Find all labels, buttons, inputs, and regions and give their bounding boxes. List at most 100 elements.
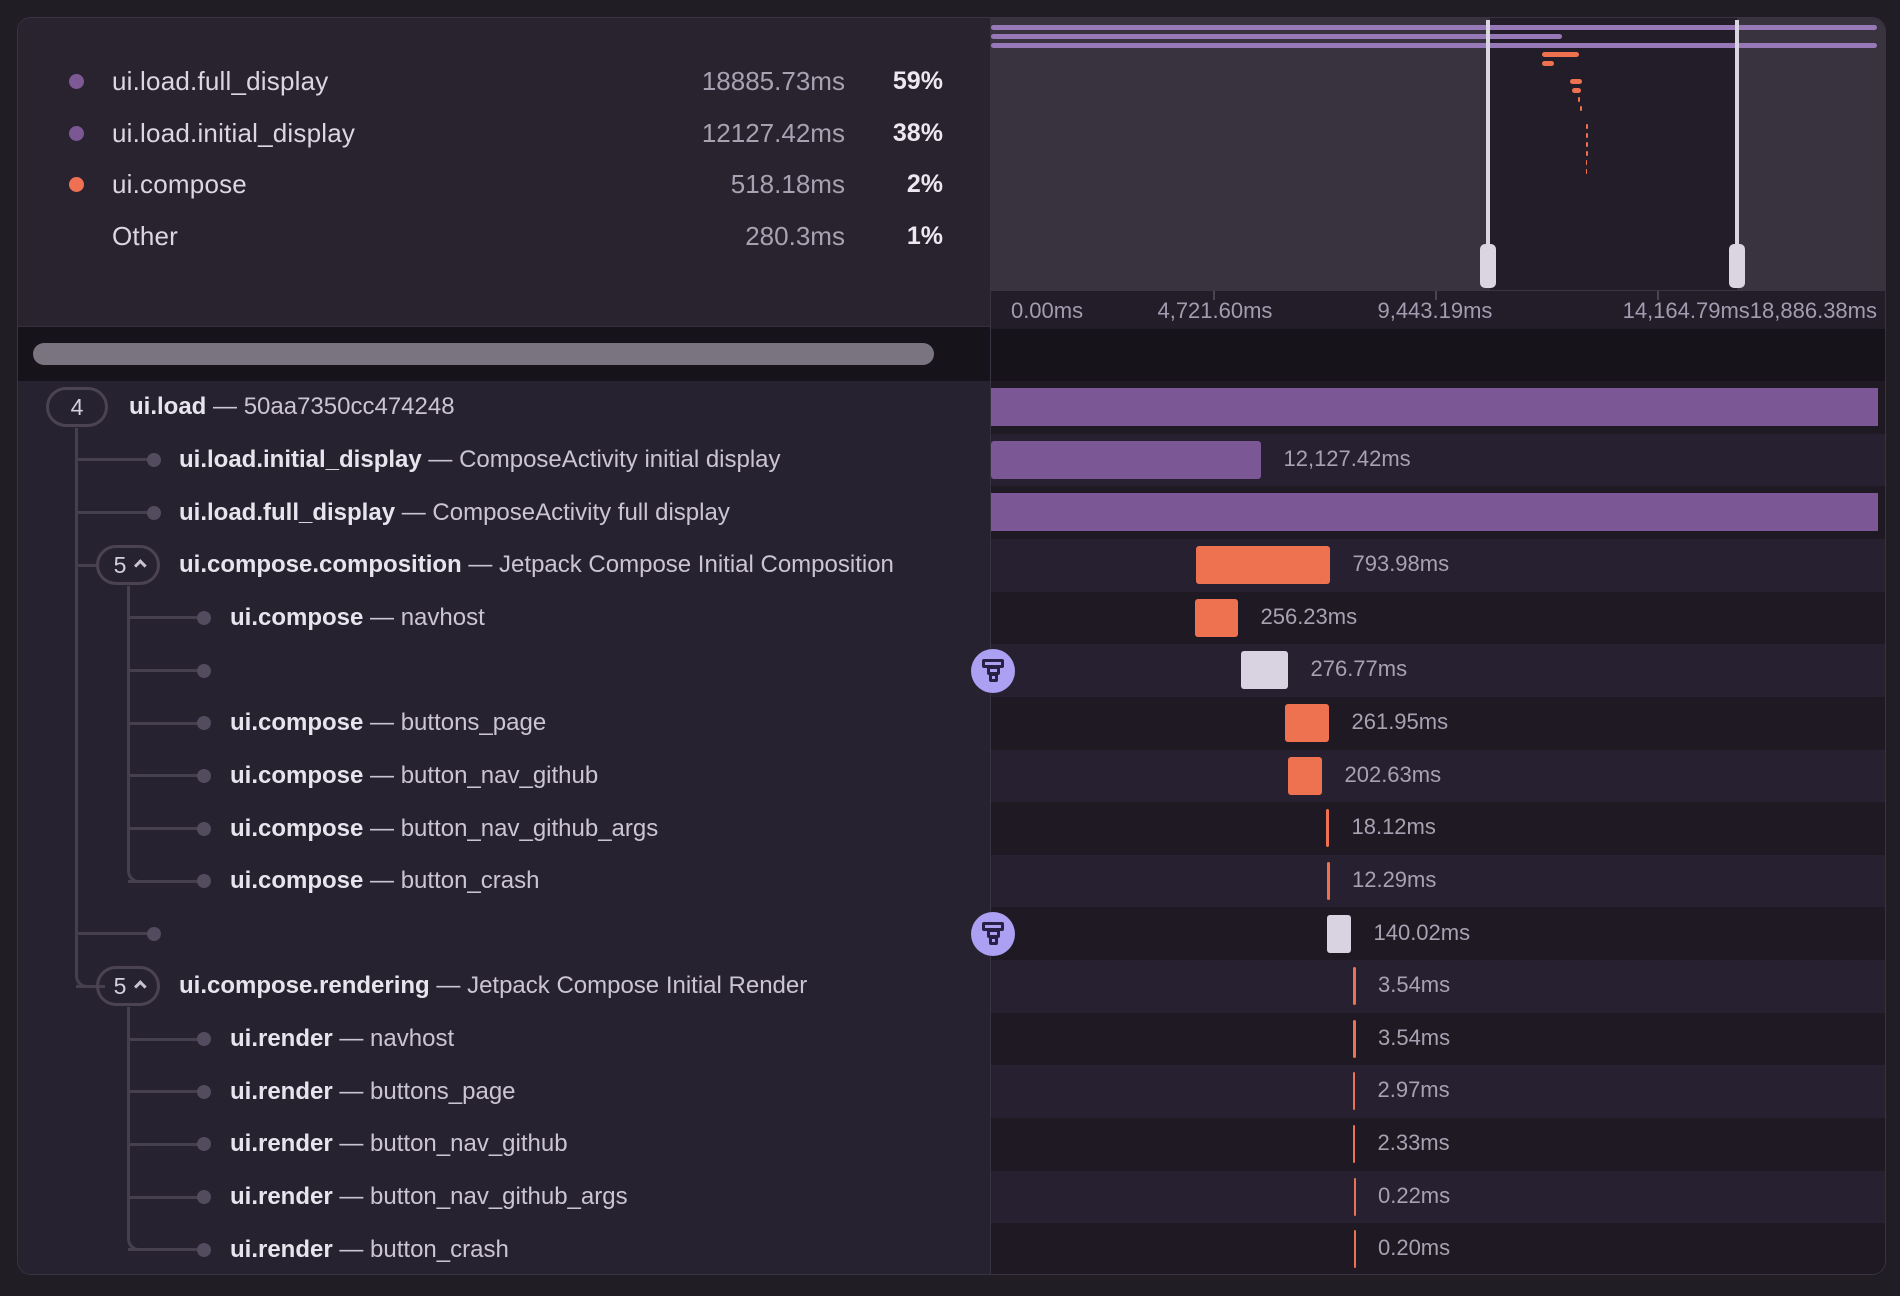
minimap-handle-line[interactable] <box>1734 20 1739 288</box>
tree-node-dot <box>197 1032 211 1047</box>
span-duration-bar[interactable] <box>991 493 1879 532</box>
tree-connector-tee <box>128 1248 198 1252</box>
span-row[interactable]: 18.12ms <box>991 802 1885 855</box>
span-tree-label[interactable]: ui.load.initial_display — ComposeActivit… <box>179 445 781 473</box>
legend-percent-value: 1% <box>906 221 943 250</box>
span-row[interactable]: 12.29ms <box>991 854 1885 908</box>
time-axis: 0.00ms 4,721.60ms 9,443.19ms 14,164.79ms 18,… <box>990 290 1885 329</box>
horizontal-scrollbar-track[interactable] <box>18 327 990 381</box>
span-duration-label: 793.98ms <box>1352 550 1450 576</box>
span-row[interactable]: 202.63ms <box>991 749 1885 803</box>
span-tree-label[interactable]: ui.compose — button_nav_github_args <box>230 814 659 842</box>
legend-item: ui.load.full_display 18885.73ms 59% <box>69 56 943 108</box>
span-duration-bar[interactable] <box>1353 1125 1356 1164</box>
span-description: button_nav_github <box>370 1130 568 1158</box>
span-row[interactable]: 0.20ms <box>991 1223 1885 1274</box>
span-duration-label: 12,127.42ms <box>1283 445 1411 471</box>
span-duration-bar[interactable] <box>991 388 1879 426</box>
minimap-span <box>1541 52 1579 57</box>
tree-node-dot <box>147 505 161 520</box>
minimap-handle-grip[interactable] <box>1728 244 1745 288</box>
span-tree-label[interactable]: ui.compose.rendering — Jetpack Compose I… <box>179 972 808 1000</box>
span-duration-label: 261.95ms <box>1351 708 1449 734</box>
profile-icon[interactable] <box>971 648 1015 693</box>
span-duration-bar[interactable] <box>1353 967 1356 1006</box>
span-row[interactable]: 793.98ms <box>991 538 1885 592</box>
minimap-span <box>1585 142 1588 147</box>
expand-count-pill[interactable]: 5 <box>96 966 160 1007</box>
expand-count-pill[interactable]: 4 <box>46 387 108 428</box>
op-color-dot <box>69 125 84 141</box>
tree-connector-tee <box>76 932 148 936</box>
minimap-span <box>1585 151 1588 156</box>
tree-connector-tee <box>128 1037 198 1041</box>
span-tree-label[interactable]: ui.render — buttons_page <box>230 1077 516 1105</box>
span-duration-bar[interactable] <box>1353 1019 1356 1058</box>
trace-minimap[interactable] <box>990 18 1885 290</box>
span-rows-area: 4 ui.load — 50aa7350cc474248 ui.load.initi… <box>18 381 1885 1274</box>
span-duration-bar[interactable] <box>991 440 1262 479</box>
horizontal-scrollbar-thumb[interactable] <box>33 343 934 365</box>
span-duration-bar[interactable] <box>1327 914 1352 953</box>
span-tree-label[interactable]: ui.compose — button_crash <box>230 867 540 895</box>
legend-percent-value: 2% <box>906 170 943 199</box>
span-row[interactable] <box>991 381 1885 434</box>
span-row[interactable]: 0.22ms <box>991 1170 1885 1224</box>
span-row[interactable]: 12,127.42ms <box>991 433 1885 487</box>
expand-count-pill[interactable]: 5 <box>96 545 160 586</box>
span-tree-label[interactable]: ui.load — 50aa7350cc474248 <box>129 393 455 421</box>
span-duration-bar[interactable] <box>1241 651 1289 690</box>
chevron-up-icon <box>134 980 148 993</box>
tree-connector-tee <box>128 827 198 831</box>
span-row[interactable]: 2.33ms <box>991 1118 1885 1171</box>
span-tree-label[interactable]: ui.compose — buttons_page <box>230 709 547 737</box>
span-row[interactable]: 256.23ms <box>991 591 1885 645</box>
span-duration-bar[interactable] <box>1354 1230 1356 1269</box>
span-row[interactable]: 140.02ms <box>991 907 1885 961</box>
span-tree-label[interactable]: ui.load.full_display — ComposeActivity f… <box>179 498 730 526</box>
span-duration-bar[interactable] <box>1354 1177 1356 1216</box>
span-row[interactable]: 261.95ms <box>991 696 1885 750</box>
span-tree-label[interactable]: ui.compose.composition — Jetpack Compose… <box>179 551 894 579</box>
span-op: ui.render <box>230 1183 333 1211</box>
span-tree-label[interactable]: ui.render — button_nav_github <box>230 1130 568 1158</box>
span-duration-bar[interactable] <box>1195 598 1239 637</box>
span-description: navhost <box>400 603 485 631</box>
minimap-selected-window[interactable] <box>1489 18 1737 290</box>
minimap-handle-line[interactable] <box>1485 20 1490 288</box>
span-duration-bar[interactable] <box>1353 1072 1356 1111</box>
span-tree-label[interactable]: ui.render — button_nav_github_args <box>230 1183 628 1211</box>
tree-connector-line <box>127 1007 157 1252</box>
span-duration-bar[interactable] <box>1327 861 1330 900</box>
axis-tick <box>1212 291 1215 300</box>
span-description: buttons_page <box>370 1077 516 1105</box>
span-duration-bar[interactable] <box>1285 703 1330 742</box>
minimap-span <box>990 43 1877 48</box>
span-description: Jetpack Compose Initial Composition <box>499 551 894 579</box>
legend-duration-value: 280.3ms <box>745 220 845 251</box>
legend-item: Other 280.3ms 1% <box>69 211 943 263</box>
span-row[interactable]: 276.77ms <box>991 644 1885 697</box>
profile-icon[interactable] <box>971 911 1015 956</box>
legend-percent-value: 38% <box>892 118 943 147</box>
span-row[interactable]: 3.54ms <box>991 960 1885 1013</box>
span-tree-label[interactable]: ui.compose — navhost <box>230 603 485 631</box>
span-op: ui.compose.rendering <box>179 972 430 1000</box>
span-duration-label: 2.97ms <box>1377 1077 1450 1103</box>
span-tree-label[interactable]: ui.render — button_crash <box>230 1235 509 1263</box>
tree-node-dot <box>197 663 211 678</box>
span-description: ComposeActivity initial display <box>459 445 781 473</box>
minimap-span <box>1585 160 1588 165</box>
span-duration-bar[interactable] <box>1196 545 1331 584</box>
minimap-handle-grip[interactable] <box>1479 244 1496 288</box>
span-row[interactable] <box>991 486 1885 539</box>
minimap-span <box>1577 97 1581 102</box>
span-tree-label[interactable]: ui.render — navhost <box>230 1025 455 1053</box>
span-description: button_nav_github_args <box>400 814 659 842</box>
span-duration-bar[interactable] <box>1326 809 1330 848</box>
span-duration-bar[interactable] <box>1288 756 1323 795</box>
span-tree-label[interactable]: ui.compose — button_nav_github <box>230 761 599 789</box>
span-row[interactable]: 2.97ms <box>991 1065 1885 1119</box>
span-row[interactable]: 3.54ms <box>991 1012 1885 1066</box>
